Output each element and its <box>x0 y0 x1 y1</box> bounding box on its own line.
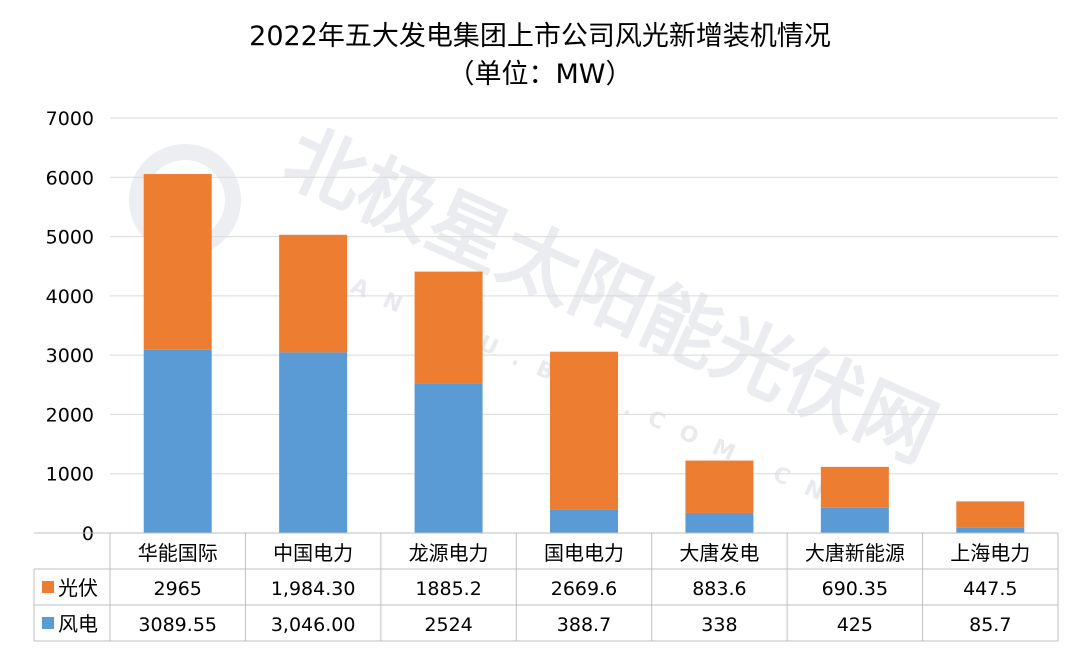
watermark: 北极星太阳能光伏网GUANGFU.BJX.COM.CN <box>129 112 950 513</box>
category-label: 大唐发电 <box>679 541 759 565</box>
legend-swatch <box>42 581 54 593</box>
y-axis: 0 1000 2000 3000 4000 5000 6000 7000 <box>46 108 94 545</box>
legend-label: 风电 <box>58 612 98 636</box>
bar-segment-wind <box>279 352 348 533</box>
data-cell: 388.7 <box>557 614 611 636</box>
bar-segment-wind <box>685 512 754 533</box>
data-cell: 447.5 <box>963 578 1017 600</box>
bar-segment-solar <box>956 501 1025 528</box>
data-cell: 2524 <box>424 614 472 636</box>
category-label: 华能国际 <box>138 541 218 565</box>
bar-segment-solar <box>143 174 212 350</box>
y-tick-label: 4000 <box>46 286 94 308</box>
category-label: 上海电力 <box>950 541 1030 565</box>
bars <box>143 174 1025 533</box>
data-cell: 2965 <box>154 578 202 600</box>
category-label: 龙源电力 <box>409 541 489 565</box>
legend-swatch <box>42 617 54 629</box>
y-tick-label: 1000 <box>46 464 94 486</box>
bar-segment-solar <box>685 460 754 513</box>
bar-segment-wind <box>414 383 483 533</box>
legend-label: 光伏 <box>58 576 98 600</box>
data-cell: 883.6 <box>692 578 746 600</box>
data-cell: 3089.55 <box>138 614 217 636</box>
y-tick-label: 0 <box>82 523 94 545</box>
chart-subtitle: （单位：MW） <box>448 59 633 90</box>
chart-title: 2022年五大发电集团上市公司风光新增装机情况 <box>249 21 831 52</box>
bar-segment-solar <box>550 351 618 510</box>
category-label: 中国电力 <box>273 541 353 565</box>
data-cell: 690.35 <box>822 578 888 600</box>
data-cell: 338 <box>701 614 737 636</box>
chart-title-group: 2022年五大发电集团上市公司风光新增装机情况 （单位：MW） <box>249 21 831 90</box>
y-tick-label: 3000 <box>46 345 94 367</box>
data-cell: 1885.2 <box>415 578 481 600</box>
bar-segment-solar <box>279 234 348 353</box>
bar-segment-wind <box>143 349 212 533</box>
bar-segment-wind <box>820 507 889 533</box>
bar-segment-solar <box>820 466 889 508</box>
y-tick-label: 2000 <box>46 404 94 426</box>
bar-segment-wind <box>956 527 1025 533</box>
y-tick-label: 5000 <box>46 227 94 249</box>
category-label: 大唐新能源 <box>805 541 905 565</box>
bar-segment-solar <box>414 271 483 384</box>
data-cell: 2669.6 <box>551 578 617 600</box>
data-cell: 85.7 <box>969 614 1011 636</box>
data-cell: 3,046.00 <box>271 614 356 636</box>
bar-segment-wind <box>550 509 618 533</box>
y-tick-label: 6000 <box>46 167 94 189</box>
y-tick-label: 7000 <box>46 108 94 130</box>
data-cell: 1,984.30 <box>271 578 356 600</box>
category-label: 国电电力 <box>544 541 624 565</box>
data-cell: 425 <box>837 614 873 636</box>
